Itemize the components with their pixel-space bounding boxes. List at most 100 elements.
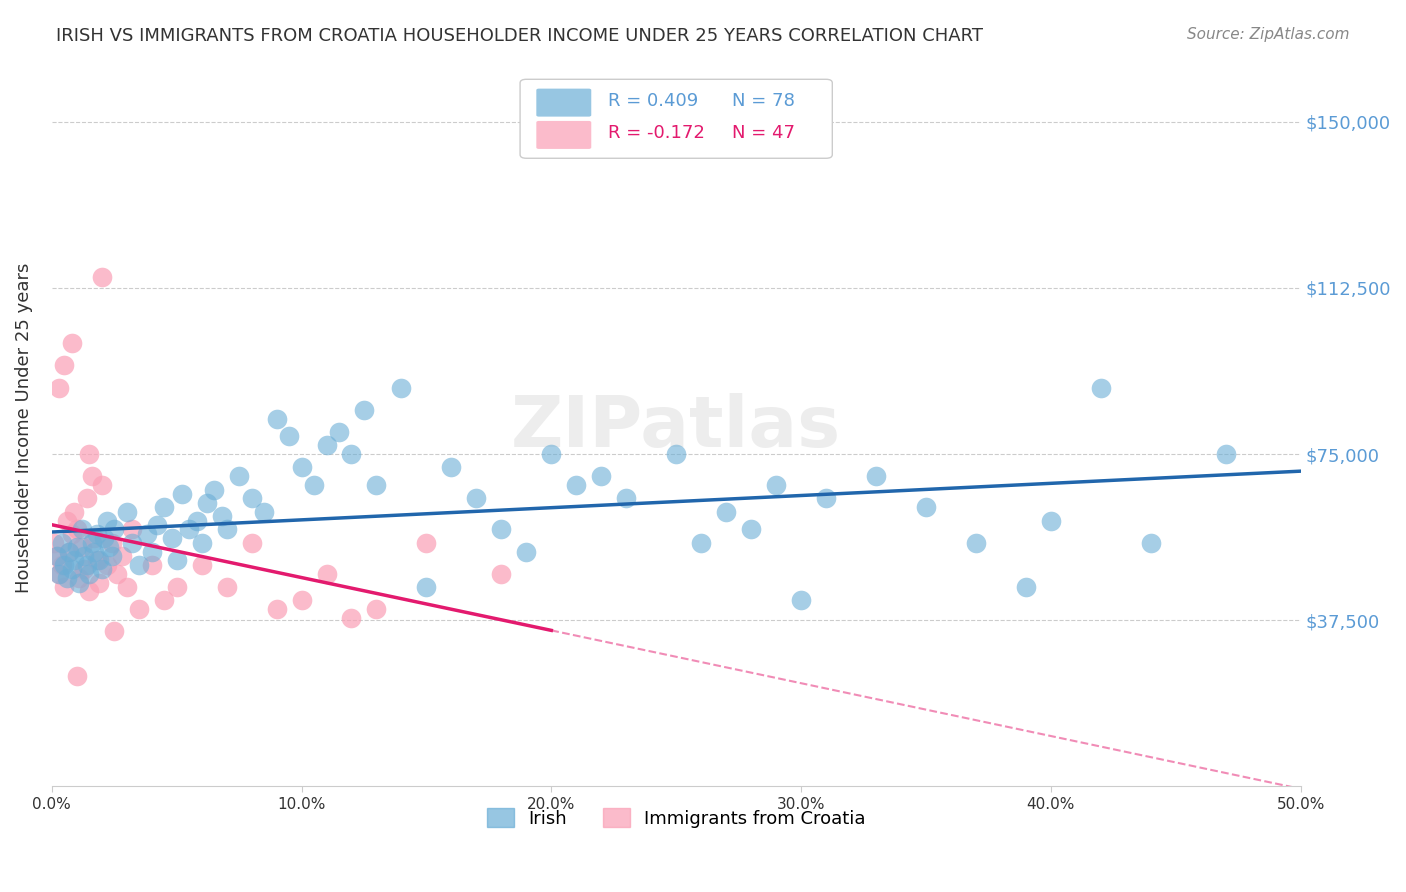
Point	[491, 523, 513, 537]
Point	[965, 535, 987, 549]
Point	[353, 402, 375, 417]
Point	[166, 553, 188, 567]
Point	[170, 487, 193, 501]
Point	[115, 505, 138, 519]
Point	[815, 491, 838, 506]
Point	[90, 562, 112, 576]
Point	[44, 535, 66, 549]
Point	[315, 566, 337, 581]
Text: ZIPatlas: ZIPatlas	[512, 393, 841, 462]
Point	[391, 381, 413, 395]
Point	[77, 584, 100, 599]
Point	[315, 438, 337, 452]
Point	[128, 602, 150, 616]
Point	[67, 571, 90, 585]
Point	[266, 411, 288, 425]
Point	[240, 535, 263, 549]
Point	[100, 535, 122, 549]
Point	[66, 540, 89, 554]
Point	[60, 527, 83, 541]
Point	[690, 535, 713, 549]
Point	[51, 535, 73, 549]
Point	[53, 580, 76, 594]
Point	[55, 571, 77, 585]
Point	[179, 523, 201, 537]
Point	[45, 549, 67, 563]
Text: IRISH VS IMMIGRANTS FROM CROATIA HOUSEHOLDER INCOME UNDER 25 YEARS CORRELATION C: IRISH VS IMMIGRANTS FROM CROATIA HOUSEHO…	[56, 27, 983, 45]
Point	[515, 544, 537, 558]
FancyBboxPatch shape	[536, 88, 592, 117]
Point	[591, 469, 613, 483]
Point	[465, 491, 488, 506]
Point	[765, 478, 787, 492]
Point	[135, 527, 157, 541]
Point	[66, 523, 89, 537]
Point	[103, 624, 125, 639]
Point	[328, 425, 350, 439]
Point	[121, 535, 143, 549]
Point	[714, 505, 737, 519]
Point	[121, 523, 143, 537]
Y-axis label: Householder Income Under 25 years: Householder Income Under 25 years	[15, 262, 32, 592]
Point	[195, 496, 218, 510]
Point	[48, 566, 70, 581]
Point	[89, 553, 111, 567]
Point	[440, 460, 463, 475]
Point	[415, 580, 437, 594]
Point	[290, 460, 312, 475]
Text: N = 47: N = 47	[733, 124, 796, 142]
Point	[60, 562, 83, 576]
Point	[93, 531, 115, 545]
Point	[366, 478, 388, 492]
Point	[565, 478, 588, 492]
Point	[253, 505, 276, 519]
Point	[202, 483, 225, 497]
Point	[76, 558, 98, 572]
Point	[340, 611, 363, 625]
Point	[70, 540, 93, 554]
Point	[73, 549, 96, 563]
Point	[145, 518, 167, 533]
Point	[115, 580, 138, 594]
Point	[70, 523, 93, 537]
Point	[491, 566, 513, 581]
Point	[665, 447, 688, 461]
Point	[98, 540, 121, 554]
Legend: Irish, Immigrants from Croatia: Irish, Immigrants from Croatia	[479, 801, 873, 835]
Point	[790, 593, 813, 607]
Point	[915, 500, 938, 515]
Point	[90, 478, 112, 492]
Point	[51, 558, 73, 572]
FancyBboxPatch shape	[520, 79, 832, 158]
Text: Source: ZipAtlas.com: Source: ZipAtlas.com	[1187, 27, 1350, 42]
Point	[1015, 580, 1038, 594]
Point	[86, 527, 108, 541]
Point	[1139, 535, 1161, 549]
Point	[80, 469, 103, 483]
Point	[128, 558, 150, 572]
Point	[111, 549, 134, 563]
Point	[614, 491, 637, 506]
Point	[141, 544, 163, 558]
FancyBboxPatch shape	[536, 121, 592, 149]
Point	[153, 500, 176, 515]
Point	[48, 381, 70, 395]
Text: N = 78: N = 78	[733, 92, 796, 110]
Point	[60, 336, 83, 351]
Point	[53, 359, 76, 373]
Point	[96, 514, 118, 528]
Point	[141, 558, 163, 572]
Point	[1090, 381, 1112, 395]
Point	[105, 566, 128, 581]
Point	[96, 558, 118, 572]
Point	[73, 562, 96, 576]
Point	[58, 544, 80, 558]
Point	[166, 580, 188, 594]
Point	[290, 593, 312, 607]
Point	[100, 549, 122, 563]
Point	[77, 566, 100, 581]
Point	[366, 602, 388, 616]
Point	[45, 549, 67, 563]
Point	[86, 553, 108, 567]
Text: R = -0.172: R = -0.172	[607, 124, 704, 142]
